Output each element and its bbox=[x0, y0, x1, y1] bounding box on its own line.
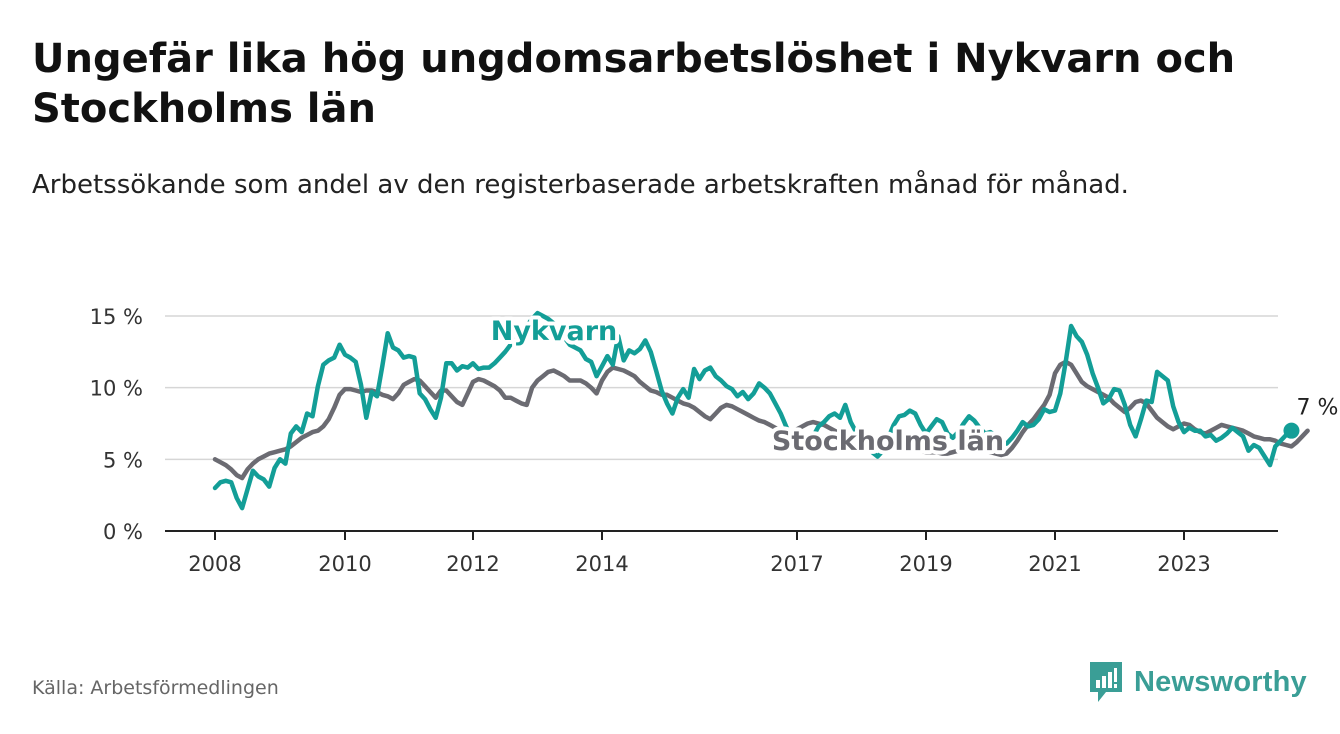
gridlines bbox=[165, 315, 1278, 461]
end-value-label: 7 % bbox=[1297, 396, 1339, 421]
x-axis: 2008 2010 2012 2014 2017 2019 2021 2023 bbox=[165, 530, 1278, 576]
x-tick-label: 2021 bbox=[1028, 552, 1081, 576]
x-tick-label: 2014 bbox=[575, 552, 628, 576]
bar-chart-logo-icon bbox=[1090, 662, 1122, 702]
series-label-stockholms-lan: Stockholms län bbox=[772, 426, 1004, 457]
x-tick-label: 2010 bbox=[318, 552, 371, 576]
x-tick-label: 2008 bbox=[188, 552, 241, 576]
y-tick-label: 0 % bbox=[103, 520, 143, 544]
series-line-nykvarn bbox=[212, 310, 1294, 511]
end-point-marker bbox=[1283, 422, 1300, 439]
x-tick-label: 2023 bbox=[1157, 552, 1210, 576]
brand-name: Newsworthy bbox=[1134, 665, 1307, 698]
x-tick-label: 2012 bbox=[446, 552, 499, 576]
source-note: Källa: Arbetsförmedlingen bbox=[32, 677, 279, 699]
x-tick-label: 2017 bbox=[770, 552, 823, 576]
series-labels: Nykvarn Stockholms län 7 % bbox=[487, 312, 1339, 461]
x-tick-label: 2019 bbox=[899, 552, 952, 576]
y-tick-label: 5 % bbox=[103, 448, 143, 472]
chart-title: Ungefär lika hög ungdomsarbetslöshet i N… bbox=[32, 36, 1236, 132]
brand-logo: Newsworthy bbox=[1088, 660, 1307, 704]
y-tick-label: 10 % bbox=[90, 377, 143, 401]
y-tick-label: 15 % bbox=[90, 305, 143, 329]
series-lines bbox=[212, 310, 1310, 511]
y-axis: 0 % 5 % 10 % 15 % bbox=[90, 305, 143, 544]
chart-subtitle: Arbetssökande som andel av den registerb… bbox=[32, 170, 1129, 200]
series-label-nykvarn: Nykvarn bbox=[491, 316, 618, 347]
